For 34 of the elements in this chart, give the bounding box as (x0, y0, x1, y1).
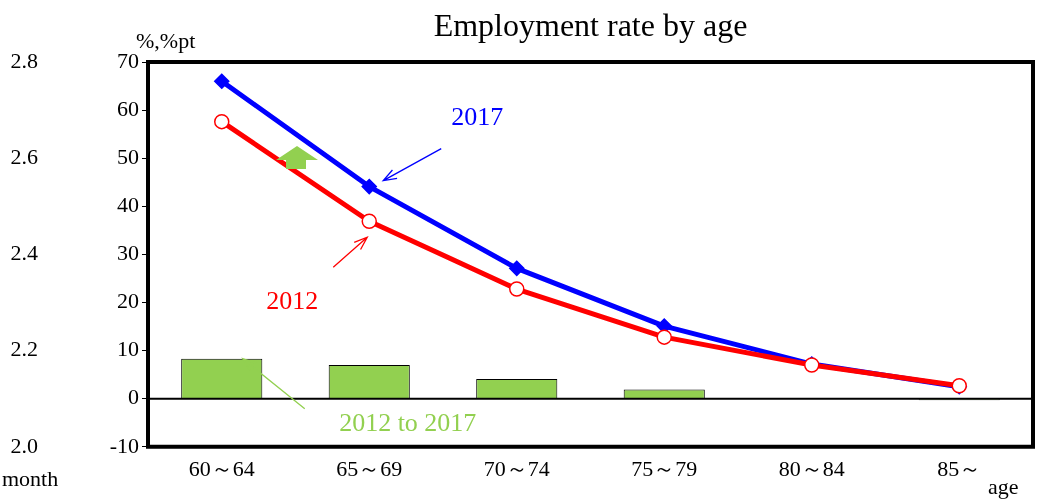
y-tick-label: 20 (117, 288, 139, 314)
point (214, 73, 230, 89)
x-tick-label: 60～64 (188, 455, 255, 481)
y2-axis-title: month (2, 466, 59, 491)
point (214, 113, 230, 130)
y-axis-title: %,%pt (136, 28, 196, 53)
y-tick-label: -10 (109, 432, 139, 458)
y-tick-label: 40 (117, 192, 139, 218)
text: 2017 (451, 101, 504, 131)
x-axis-title: age (988, 474, 1019, 499)
x-tick-label: 75～79 (631, 455, 698, 481)
y2-tick-label: 2.8 (10, 47, 38, 73)
series-label: 2012 to 2017 (339, 407, 477, 437)
y2-tick-label: 2.0 (10, 432, 38, 458)
x-tick-label: 65～69 (336, 455, 403, 481)
y-tick-label: 60 (117, 95, 139, 121)
y-tick-label: 30 (117, 240, 139, 266)
text: 2012 (266, 286, 319, 316)
y-tick-label: 0 (128, 384, 139, 410)
chart-title: Employment rate by age (433, 7, 748, 43)
y2-tick-label: 2.6 (10, 143, 38, 169)
point (509, 281, 525, 297)
point (361, 178, 377, 195)
x-tick-label: 85～ (937, 455, 982, 481)
point (509, 260, 525, 277)
y-tick-label: 10 (117, 336, 139, 362)
point (656, 329, 672, 345)
x-tick-label: 80～84 (778, 455, 845, 481)
y-tick-label: 70 (117, 47, 139, 73)
y2-tick-label: 2.2 (10, 336, 38, 362)
y2-tick-label: 2.4 (10, 240, 38, 266)
y-tick-label: 50 (117, 143, 139, 169)
x-tick-label: 70～74 (483, 455, 550, 481)
point (361, 213, 377, 229)
